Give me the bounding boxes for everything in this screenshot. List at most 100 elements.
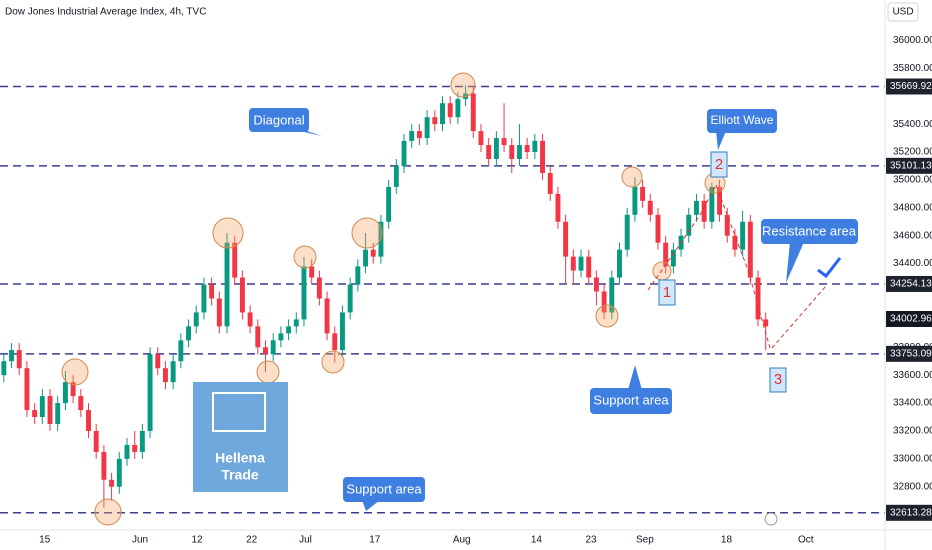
- last-price-label: 34002.96: [890, 314, 932, 325]
- candle-body: [370, 249, 376, 257]
- x-tick-label: Sep: [636, 535, 654, 546]
- candle-body: [493, 138, 499, 159]
- candle-body: [663, 242, 669, 267]
- y-tick-label: 33200.00: [893, 426, 932, 437]
- chart-title: Dow Jones Industrial Average Index, 4h, …: [5, 7, 206, 18]
- candle-body: [540, 140, 546, 173]
- candle-body: [447, 103, 453, 118]
- callouts: [249, 108, 858, 511]
- candle-body: [70, 382, 76, 397]
- candle-body: [286, 326, 292, 334]
- candle-body: [586, 256, 592, 278]
- y-tick-label: 32800.00: [893, 481, 932, 492]
- candle-body: [178, 340, 184, 362]
- candle-body: [763, 319, 769, 327]
- candle-body: [624, 214, 630, 250]
- candle-body: [717, 186, 723, 215]
- candle-body: [132, 444, 138, 452]
- candle-body: [701, 200, 707, 222]
- x-tick-label: 18: [721, 535, 733, 546]
- candle-body: [416, 131, 422, 139]
- candle-body: [632, 186, 638, 215]
- candle-body: [486, 145, 492, 159]
- candle-body: [355, 266, 361, 285]
- candle-body: [339, 312, 345, 351]
- candle-body: [301, 266, 307, 320]
- last-price-box: [886, 310, 932, 327]
- candle-body: [424, 117, 430, 139]
- candle-body: [209, 284, 215, 299]
- wave-label: 3: [774, 371, 782, 388]
- level-label: 35101.13: [890, 160, 932, 171]
- candle-body: [386, 186, 392, 222]
- candle-body: [563, 221, 569, 257]
- candle-body: [732, 235, 738, 250]
- y-tick-label: 33600.00: [893, 370, 932, 381]
- candle-body: [186, 326, 192, 341]
- candle-body: [278, 333, 284, 341]
- candle-body: [617, 249, 622, 278]
- candle-body: [547, 172, 553, 194]
- candle-body: [324, 298, 330, 334]
- candle-body: [593, 277, 599, 292]
- level-label-box: [886, 504, 932, 521]
- candle-body: [740, 221, 746, 250]
- y-tick-label: 34800.00: [893, 202, 932, 213]
- candle-body: [578, 256, 584, 271]
- annotation: Resistance area: [762, 223, 857, 238]
- candle-body: [501, 138, 507, 146]
- candle-body: [232, 242, 238, 278]
- candle-body: [162, 368, 168, 383]
- candle-body: [101, 451, 107, 480]
- x-tick-label: 17: [369, 535, 381, 546]
- y-tick-label: 34400.00: [893, 258, 932, 269]
- y-tick-label: 33400.00: [893, 398, 932, 409]
- candle-body: [293, 319, 299, 327]
- candle-body: [440, 103, 445, 125]
- candle-body: [640, 186, 646, 201]
- candle-body: [78, 396, 84, 411]
- candle-body: [755, 277, 761, 320]
- currency-box: [887, 2, 919, 22]
- annotation: Support area: [346, 481, 422, 496]
- candle-body: [263, 347, 268, 355]
- x-tick-label: 22: [246, 535, 258, 546]
- candle-body: [432, 117, 438, 125]
- y-tick-label: 35200.00: [893, 147, 932, 158]
- candle-body: [693, 200, 699, 215]
- logo-text: Trade: [221, 467, 259, 483]
- x-tick-label: 12: [191, 535, 203, 546]
- candle-body: [109, 479, 115, 487]
- candle-body: [316, 277, 322, 299]
- x-tick-label: 14: [531, 535, 543, 546]
- currency: USD: [892, 7, 913, 18]
- candle-body: [363, 249, 369, 267]
- x-tick-label: Aug: [453, 535, 471, 546]
- candle-body: [155, 354, 161, 369]
- candle-body: [455, 99, 461, 118]
- overlays: Hellena Trade Diagonal Elliott Wave Resi…: [61, 72, 858, 526]
- candle-body: [601, 291, 607, 313]
- candle-body: [170, 361, 176, 383]
- candle-body: [516, 145, 522, 159]
- candle-body: [347, 284, 353, 313]
- candle-body: [55, 403, 61, 424]
- level-label: 35669.92: [890, 81, 932, 92]
- candle-body: [747, 221, 753, 278]
- candle-body: [609, 277, 615, 313]
- candle-body: [9, 350, 15, 362]
- candle-body: [270, 340, 276, 355]
- candle-body: [524, 145, 530, 153]
- candle-body: [686, 214, 692, 236]
- candle-body: [224, 242, 230, 327]
- wave-label: 1: [663, 284, 671, 301]
- level-label-box: [886, 275, 932, 292]
- projection: [647, 184, 827, 349]
- candle-body: [124, 444, 130, 459]
- candle-body: [470, 93, 476, 132]
- x-tick-label: 23: [585, 535, 597, 546]
- logo: Hellena Trade: [193, 382, 288, 492]
- annotation: Support area: [593, 392, 669, 407]
- candle-body: [39, 396, 45, 418]
